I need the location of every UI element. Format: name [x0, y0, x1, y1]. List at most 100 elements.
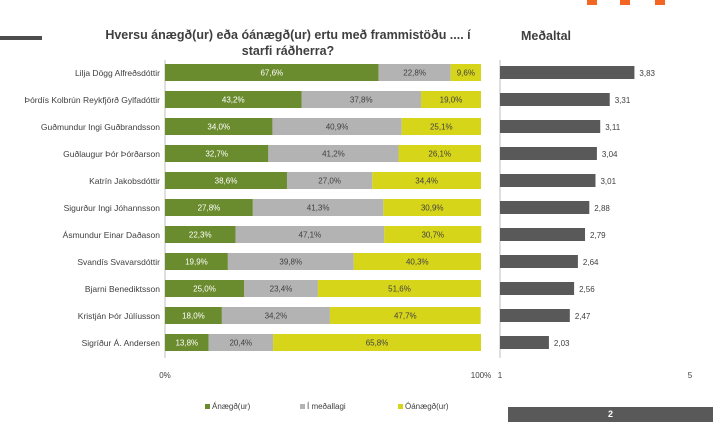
page-number-badge: 2	[508, 407, 713, 422]
data-label: 27,8%	[198, 204, 221, 213]
category-label: Ásmundur Einar Daðason	[63, 230, 161, 240]
data-label: 40,9%	[326, 123, 349, 132]
legend-label: Í meðallagi	[307, 402, 346, 411]
bar-segment	[208, 334, 274, 351]
category-label: Sigurður Ingi Jóhannsson	[64, 203, 161, 213]
data-label: 39,8%	[279, 258, 302, 267]
avg-value-label: 2,88	[594, 204, 610, 213]
data-label: 18,0%	[182, 312, 205, 321]
data-label: 23,4%	[270, 285, 293, 294]
legend-label: Ánægð(ur)	[212, 402, 251, 411]
legend-label: Óánægð(ur)	[405, 402, 449, 411]
bar-segment	[378, 64, 451, 81]
avg-bar	[500, 201, 590, 214]
bar-segment	[165, 226, 236, 243]
bar-segment	[221, 307, 330, 324]
bar-segment	[383, 199, 481, 216]
avg-x-tick-label: 5	[688, 371, 693, 380]
data-label: 41,3%	[307, 204, 330, 213]
data-label: 34,4%	[415, 177, 438, 186]
bar-segment	[372, 172, 481, 189]
data-label: 19,0%	[440, 96, 463, 105]
bar-segment	[273, 334, 481, 351]
data-label: 25,0%	[193, 285, 216, 294]
avg-value-label: 2,47	[575, 312, 591, 321]
data-label: 30,7%	[421, 231, 444, 240]
avg-bar	[500, 282, 575, 295]
avg-value-label: 2,03	[554, 339, 570, 348]
category-label: Katrín Jakobsdóttir	[89, 176, 160, 186]
data-label: 47,7%	[394, 312, 417, 321]
category-label: Þórdís Kolbrún Reykfjörð Gylfadóttir	[24, 95, 160, 105]
bar-segment	[165, 334, 209, 351]
data-label: 47,1%	[299, 231, 322, 240]
bar-segment	[165, 307, 222, 324]
section-rule	[0, 36, 42, 40]
avg-bar	[500, 66, 635, 79]
top-bar	[0, 0, 713, 6]
brand-mark-3	[655, 0, 665, 5]
category-label: Guðlaugur Þór Þórðarson	[63, 149, 160, 159]
bar-segment	[165, 91, 302, 108]
data-label: 37,8%	[350, 96, 373, 105]
avg-bar	[500, 147, 597, 160]
data-label: 43,2%	[222, 96, 245, 105]
bar-segment	[384, 226, 482, 243]
data-label: 41,2%	[322, 150, 345, 159]
data-label: 26,1%	[428, 150, 451, 159]
avg-value-label: 3,11	[605, 123, 621, 132]
legend-swatch	[300, 404, 305, 409]
avg-bar	[500, 255, 578, 268]
data-label: 65,8%	[366, 339, 389, 348]
data-label: 13,8%	[175, 339, 198, 348]
avg-value-label: 3,04	[602, 150, 618, 159]
bar-segment	[165, 280, 244, 297]
legend-swatch	[398, 404, 403, 409]
legend-swatch	[205, 404, 210, 409]
x-tick-label: 0%	[159, 371, 171, 380]
data-label: 38,6%	[215, 177, 238, 186]
x-tick-label: 100%	[471, 371, 491, 380]
category-label: Kristján Þór Júlíusson	[78, 311, 160, 321]
category-label: Sigríður Á. Andersen	[82, 338, 161, 348]
bar-segment	[268, 145, 399, 162]
avg-bar	[500, 93, 610, 106]
category-label: Bjarni Benediktsson	[85, 284, 160, 294]
bar-segment	[317, 280, 481, 297]
data-label: 67,6%	[260, 69, 283, 78]
bar-segment	[286, 172, 373, 189]
avg-bar	[500, 309, 570, 322]
average-chart-title: Meðaltal	[521, 29, 572, 43]
data-label: 27,0%	[318, 177, 341, 186]
avg-bar	[500, 228, 586, 241]
avg-bar	[500, 336, 549, 349]
bar-segment	[165, 253, 228, 270]
avg-bar	[500, 174, 596, 187]
bar-segment	[401, 118, 481, 135]
category-label: Lilja Dögg Alfreðsdóttir	[75, 68, 160, 78]
brand-mark-1	[587, 0, 597, 5]
bar-segment	[329, 307, 481, 324]
brand-mark-2	[620, 0, 630, 5]
bar-segment	[420, 91, 481, 108]
data-label: 40,3%	[406, 258, 429, 267]
bar-segment	[165, 172, 287, 189]
bar-segment	[235, 226, 385, 243]
data-label: 51,6%	[388, 285, 411, 294]
data-label: 22,8%	[403, 69, 426, 78]
avg-x-tick-label: 1	[498, 371, 503, 380]
category-label: Svandís Svavarsdóttir	[77, 257, 160, 267]
data-label: 32,7%	[205, 150, 228, 159]
avg-value-label: 3,01	[600, 177, 616, 186]
avg-value-label: 3,83	[639, 69, 655, 78]
data-label: 30,9%	[421, 204, 444, 213]
bar-segment	[244, 280, 318, 297]
bar-segment	[227, 253, 354, 270]
chart-title: Hversu ánægð(ur) eða óánægð(ur) ertu með…	[105, 28, 471, 58]
avg-value-label: 2,64	[583, 258, 599, 267]
bar-segment	[450, 64, 481, 81]
bar-segment	[353, 253, 481, 270]
bar-segment	[165, 64, 379, 81]
bar-segment	[398, 145, 481, 162]
